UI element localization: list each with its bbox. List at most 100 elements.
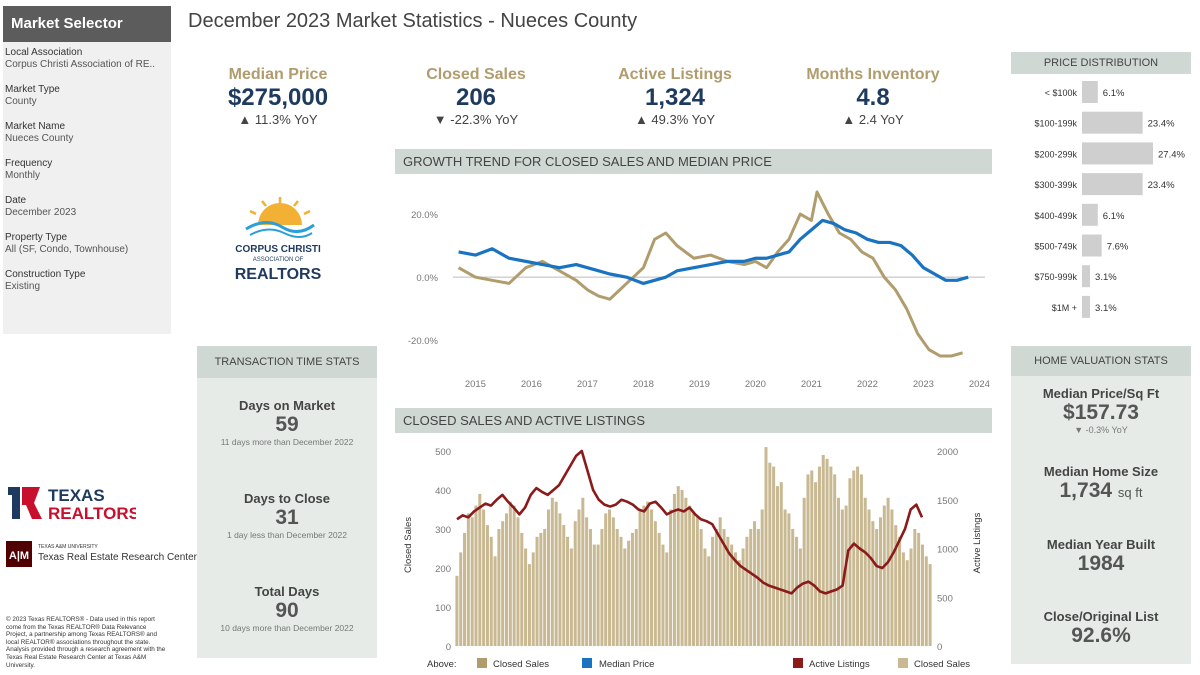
filter-value[interactable]: County (5, 96, 37, 107)
filter-property-type[interactable]: Property Type All (SF, Condo, Townhouse) (5, 232, 171, 256)
sales-bar (638, 509, 642, 646)
tts-total-days: Total Days 90 10 days more than December… (197, 584, 377, 633)
sales-left-tick: 400 (435, 486, 451, 497)
sales-bar (909, 548, 913, 646)
growth-x-tick: 2020 (745, 379, 766, 390)
sales-bar (600, 529, 604, 646)
growth-x-tick: 2023 (913, 379, 934, 390)
pd-value-label: 7.6% (1107, 242, 1129, 253)
sales-bar (741, 548, 745, 646)
sales-right-tick: 500 (937, 593, 953, 604)
sales-bar (680, 490, 684, 646)
sales-bar (524, 548, 528, 646)
sales-bar (852, 470, 856, 646)
pd-value-label: 3.1% (1095, 303, 1117, 314)
legend-active-listings: Active Listings (809, 659, 870, 670)
filter-value[interactable]: Nueces County (5, 133, 74, 144)
sales-left-tick: 100 (435, 603, 451, 614)
tts-value: 90 (275, 599, 299, 622)
sales-bar (588, 529, 592, 646)
kpi-change: ▲ 2.4 YoY (842, 112, 904, 127)
filter-value[interactable]: All (SF, Condo, Townhouse) (5, 244, 129, 255)
sales-bar (558, 513, 562, 646)
growth-series-closed-sales (457, 190, 964, 358)
ccar-line1: CORPUS CHRISTI (235, 244, 321, 255)
sales-bar (867, 509, 871, 646)
filter-market-name[interactable]: Market Name Nueces County (5, 121, 171, 145)
filter-construction-type[interactable]: Construction Type Existing (5, 269, 171, 293)
sales-bar (634, 529, 638, 646)
sales-bar (489, 536, 493, 646)
tts-days-on-market: Days on Market 59 11 days more than Dece… (197, 398, 377, 447)
growth-x-tick: 2022 (857, 379, 878, 390)
filter-value[interactable]: Existing (5, 281, 41, 292)
sales-bar (825, 458, 829, 646)
tts-value: 31 (275, 506, 299, 529)
sales-bar (733, 552, 737, 646)
sales-bar (497, 529, 501, 646)
filter-label: Date (5, 195, 27, 206)
copyright-text: © 2023 Texas REALTORS® - Data used in th… (6, 616, 166, 669)
pd-bar (1082, 234, 1102, 257)
sales-left-tick: 0 (446, 642, 451, 653)
kpi-median-price: Median Price $275,000 ▲ 11.3% YoY (193, 66, 363, 127)
filter-value[interactable]: Corpus Christi Association of RE.. (5, 59, 156, 70)
sales-bar (810, 470, 814, 646)
sales-bar (753, 521, 757, 646)
sales-bar (714, 529, 718, 646)
texas-realtors-mark-right (22, 487, 42, 519)
filter-local-association[interactable]: Local Association Corpus Christi Associa… (5, 47, 171, 71)
sales-bar (695, 517, 699, 646)
sales-bar (535, 536, 539, 646)
hv-value: 1984 (1077, 552, 1125, 575)
sales-bar (604, 513, 608, 646)
filter-value[interactable]: December 2023 (5, 207, 77, 218)
sales-left-tick: 200 (435, 564, 451, 575)
legend-closed-sales-2: Closed Sales (914, 659, 970, 670)
sales-bar (512, 505, 516, 646)
sales-bar (737, 560, 741, 646)
hv-value: $157.73 (1063, 401, 1139, 424)
filter-market-type[interactable]: Market Type County (5, 84, 171, 108)
kpi-value: 4.8 (856, 84, 890, 111)
sales-bar (478, 493, 482, 646)
sales-bar (562, 525, 566, 646)
sales-bar (726, 536, 730, 646)
kpi-months-inventory: Months Inventory 4.8 ▲ 2.4 YoY (788, 66, 958, 127)
sales-bar (768, 462, 772, 646)
sales-bar (455, 575, 459, 646)
filter-frequency[interactable]: Frequency Monthly (5, 158, 171, 182)
sales-bar (756, 529, 760, 646)
sales-bar (650, 509, 654, 646)
hv-unit: sq ft (1117, 485, 1143, 500)
kpi-label: Closed Sales (426, 66, 526, 83)
sales-bar (791, 529, 795, 646)
filter-date[interactable]: Date December 2023 (5, 195, 171, 219)
texas-realtors-line1: TEXAS (48, 486, 105, 505)
tts-label: Total Days (254, 584, 320, 599)
growth-x-tick: 2015 (465, 379, 486, 390)
pd-bar (1082, 173, 1143, 196)
hv-value-wrap: 1,734 sq ft (1011, 479, 1191, 505)
hv-label: Close/Original List (1043, 609, 1159, 624)
tts-note: 11 days more than December 2022 (220, 437, 354, 447)
sales-bar (795, 536, 799, 646)
tts-days-to-close: Days to Close 31 1 day less than Decembe… (197, 491, 377, 540)
sales-bar (928, 564, 932, 646)
filter-value[interactable]: Monthly (5, 170, 41, 181)
legend-above-label: Above: (427, 659, 457, 670)
pd-value-label: 23.4% (1148, 119, 1175, 130)
sales-bar (821, 454, 825, 646)
pd-value-label: 6.1% (1103, 88, 1125, 99)
kpi-value: 206 (455, 84, 497, 111)
filter-label: Local Association (5, 47, 83, 58)
sales-bar (546, 509, 550, 646)
sales-bar (646, 501, 650, 646)
kpi-change: ▼ -22.3% YoY (433, 112, 519, 127)
sales-bar (581, 497, 585, 646)
pd-category-label: $300-399k (1034, 180, 1077, 190)
tamu-university: TEXAS A&M UNIVERSITY (38, 544, 98, 550)
hv-label: Median Year Built (1046, 537, 1156, 552)
sales-bar (657, 532, 661, 646)
sales-bar (901, 552, 905, 646)
